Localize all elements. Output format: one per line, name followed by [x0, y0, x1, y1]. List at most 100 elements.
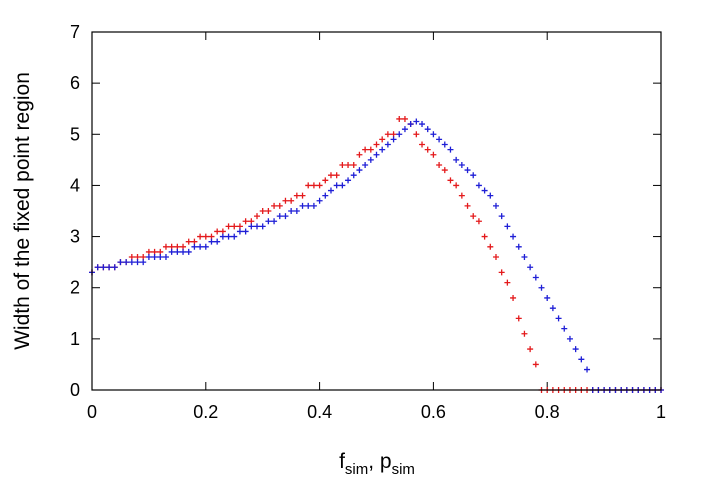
data-point-s0-16	[180, 243, 187, 250]
data-point-s0-46	[350, 161, 357, 168]
x-tick-label-5: 1	[656, 402, 666, 422]
data-point-s1-49	[367, 156, 374, 163]
data-point-s0-36	[293, 192, 300, 199]
data-point-s0-35	[288, 197, 295, 204]
data-point-s1-43	[333, 182, 340, 189]
data-point-s1-3	[106, 264, 113, 271]
data-point-s1-7	[128, 259, 135, 266]
data-point-s1-10	[145, 254, 152, 261]
data-point-s1-86	[578, 356, 585, 363]
data-point-s1-65	[458, 161, 465, 168]
data-point-s0-77	[527, 346, 534, 353]
data-point-s1-5	[117, 259, 124, 266]
y-tick-label-0: 0	[70, 380, 80, 400]
data-point-s0-49	[367, 146, 374, 153]
data-point-s1-58	[419, 121, 426, 128]
data-point-s1-51	[379, 146, 386, 153]
data-point-s0-24	[225, 223, 232, 230]
x-axis-ticks: 0 0.2 0.4 0.6 0.8 1	[87, 32, 666, 422]
data-point-s1-39	[310, 202, 317, 209]
data-point-s1-19	[197, 243, 204, 250]
data-point-s0-45	[345, 161, 352, 168]
data-point-s0-19	[197, 233, 204, 240]
data-point-s1-79	[538, 284, 545, 291]
data-point-s0-20	[202, 233, 209, 240]
y-tick-label-7: 7	[70, 22, 80, 42]
data-point-s1-59	[424, 126, 431, 133]
data-point-s0-21	[208, 233, 215, 240]
data-point-s1-56	[407, 121, 414, 128]
data-point-s1-4	[111, 264, 118, 271]
data-point-s0-52	[384, 131, 391, 138]
x-tick-label-4: 0.8	[535, 402, 560, 422]
data-point-s1-44	[339, 182, 346, 189]
data-point-s0-41	[322, 177, 329, 184]
data-point-s1-52	[384, 141, 391, 148]
data-point-s0-69	[481, 233, 488, 240]
data-point-s0-68	[475, 218, 482, 225]
data-point-s0-75	[515, 315, 522, 322]
data-point-s1-60	[430, 131, 437, 138]
data-point-s0-13	[162, 243, 169, 250]
data-point-s0-57	[413, 131, 420, 138]
data-point-s0-59	[424, 146, 431, 153]
data-point-s0-43	[333, 172, 340, 179]
data-point-s1-8	[134, 259, 141, 266]
data-point-s1-69	[481, 187, 488, 194]
data-point-s1-53	[390, 136, 397, 143]
data-point-s0-51	[379, 136, 386, 143]
data-point-s0-70	[487, 243, 494, 250]
data-point-s0-29	[254, 213, 261, 220]
data-point-s1-70	[487, 192, 494, 199]
data-point-s1-84	[566, 335, 573, 342]
data-point-s0-30	[259, 208, 266, 214]
data-point-s1-23	[219, 233, 226, 240]
data-point-s1-75	[515, 243, 522, 250]
data-point-s1-12	[157, 254, 164, 261]
x-tick-label-2: 0.4	[307, 402, 332, 422]
y-tick-label-1: 1	[70, 329, 80, 349]
data-point-s1-27	[242, 228, 249, 235]
data-point-s0-22	[214, 228, 221, 235]
x-label-sub-1: sim	[345, 461, 368, 478]
data-point-s1-42	[327, 187, 334, 194]
data-point-s1-20	[202, 243, 209, 250]
x-axis-label: fsim, psim	[339, 450, 415, 478]
data-point-s1-50	[373, 151, 380, 158]
data-point-s0-65	[458, 192, 465, 199]
data-point-s0-27	[242, 218, 249, 225]
x-tick-label-1: 0.2	[193, 402, 218, 422]
data-point-s1-81	[549, 305, 556, 312]
data-point-s1-9	[140, 259, 147, 266]
data-point-s1-14	[168, 248, 175, 255]
data-point-s0-63	[447, 177, 454, 184]
data-point-s1-25	[231, 233, 238, 240]
data-point-s0-66	[464, 202, 471, 209]
data-point-s1-11	[151, 254, 158, 261]
data-point-s0-10	[145, 248, 152, 255]
data-point-s0-25	[231, 223, 238, 230]
data-point-s1-22	[214, 238, 221, 245]
data-point-s1-29	[254, 223, 261, 230]
y-tick-label-6: 6	[70, 73, 80, 93]
x-label-sub-2: sim	[392, 461, 415, 478]
data-point-s1-15	[174, 248, 181, 255]
data-point-s0-14	[168, 243, 175, 250]
data-point-s1-68	[475, 182, 482, 189]
data-point-s1-31	[265, 218, 272, 225]
data-point-s0-73	[504, 279, 511, 286]
data-point-s0-44	[339, 161, 346, 168]
data-point-s0-33	[276, 202, 283, 209]
data-point-s1-40	[316, 197, 323, 204]
data-point-s1-28	[248, 223, 255, 230]
data-point-s0-67	[470, 213, 477, 220]
data-point-s0-34	[282, 197, 289, 204]
data-point-s0-15	[174, 243, 181, 250]
data-point-s0-17	[185, 238, 192, 245]
data-point-s1-76	[521, 254, 528, 261]
data-point-s0-62	[441, 167, 448, 174]
data-point-s0-54	[396, 115, 403, 122]
data-point-s1-32	[271, 218, 278, 225]
x-tick-label-3: 0.6	[421, 402, 446, 422]
